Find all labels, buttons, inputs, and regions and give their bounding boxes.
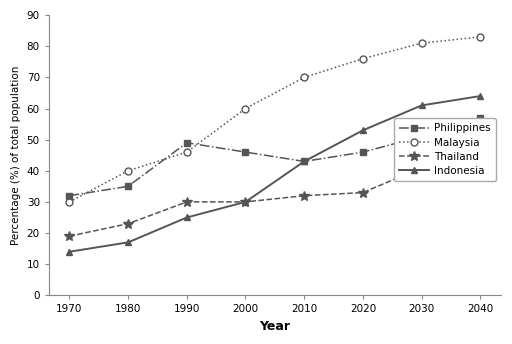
Indonesia — [184, 215, 190, 219]
Indonesia — [301, 159, 307, 163]
Thailand — [125, 222, 131, 226]
Malaysia — [242, 106, 248, 110]
Y-axis label: Percentage (%) of total population: Percentage (%) of total population — [11, 65, 21, 245]
Thailand — [418, 165, 424, 170]
X-axis label: Year: Year — [260, 320, 290, 333]
Malaysia — [301, 75, 307, 79]
Indonesia — [242, 200, 248, 204]
Philippines — [66, 194, 72, 198]
Indonesia — [66, 250, 72, 254]
Thailand — [301, 194, 307, 198]
Malaysia — [66, 200, 72, 204]
Philippines — [125, 184, 131, 189]
Philippines — [301, 159, 307, 163]
Thailand — [184, 200, 190, 204]
Line: Thailand: Thailand — [65, 135, 485, 241]
Philippines — [477, 116, 483, 120]
Indonesia — [418, 103, 424, 107]
Malaysia — [418, 41, 424, 45]
Indonesia — [125, 240, 131, 245]
Philippines — [360, 150, 366, 154]
Philippines — [242, 150, 248, 154]
Malaysia — [184, 150, 190, 154]
Line: Philippines: Philippines — [67, 115, 483, 198]
Thailand — [477, 138, 483, 142]
Indonesia — [477, 94, 483, 98]
Thailand — [242, 200, 248, 204]
Thailand — [66, 234, 72, 238]
Malaysia — [477, 35, 483, 39]
Thailand — [360, 191, 366, 195]
Malaysia — [125, 169, 131, 173]
Line: Malaysia: Malaysia — [66, 33, 484, 205]
Legend: Philippines, Malaysia, Thailand, Indonesia: Philippines, Malaysia, Thailand, Indones… — [394, 118, 496, 181]
Line: Indonesia: Indonesia — [66, 93, 484, 255]
Philippines — [184, 141, 190, 145]
Malaysia — [360, 57, 366, 61]
Philippines — [418, 135, 424, 139]
Indonesia — [360, 128, 366, 132]
